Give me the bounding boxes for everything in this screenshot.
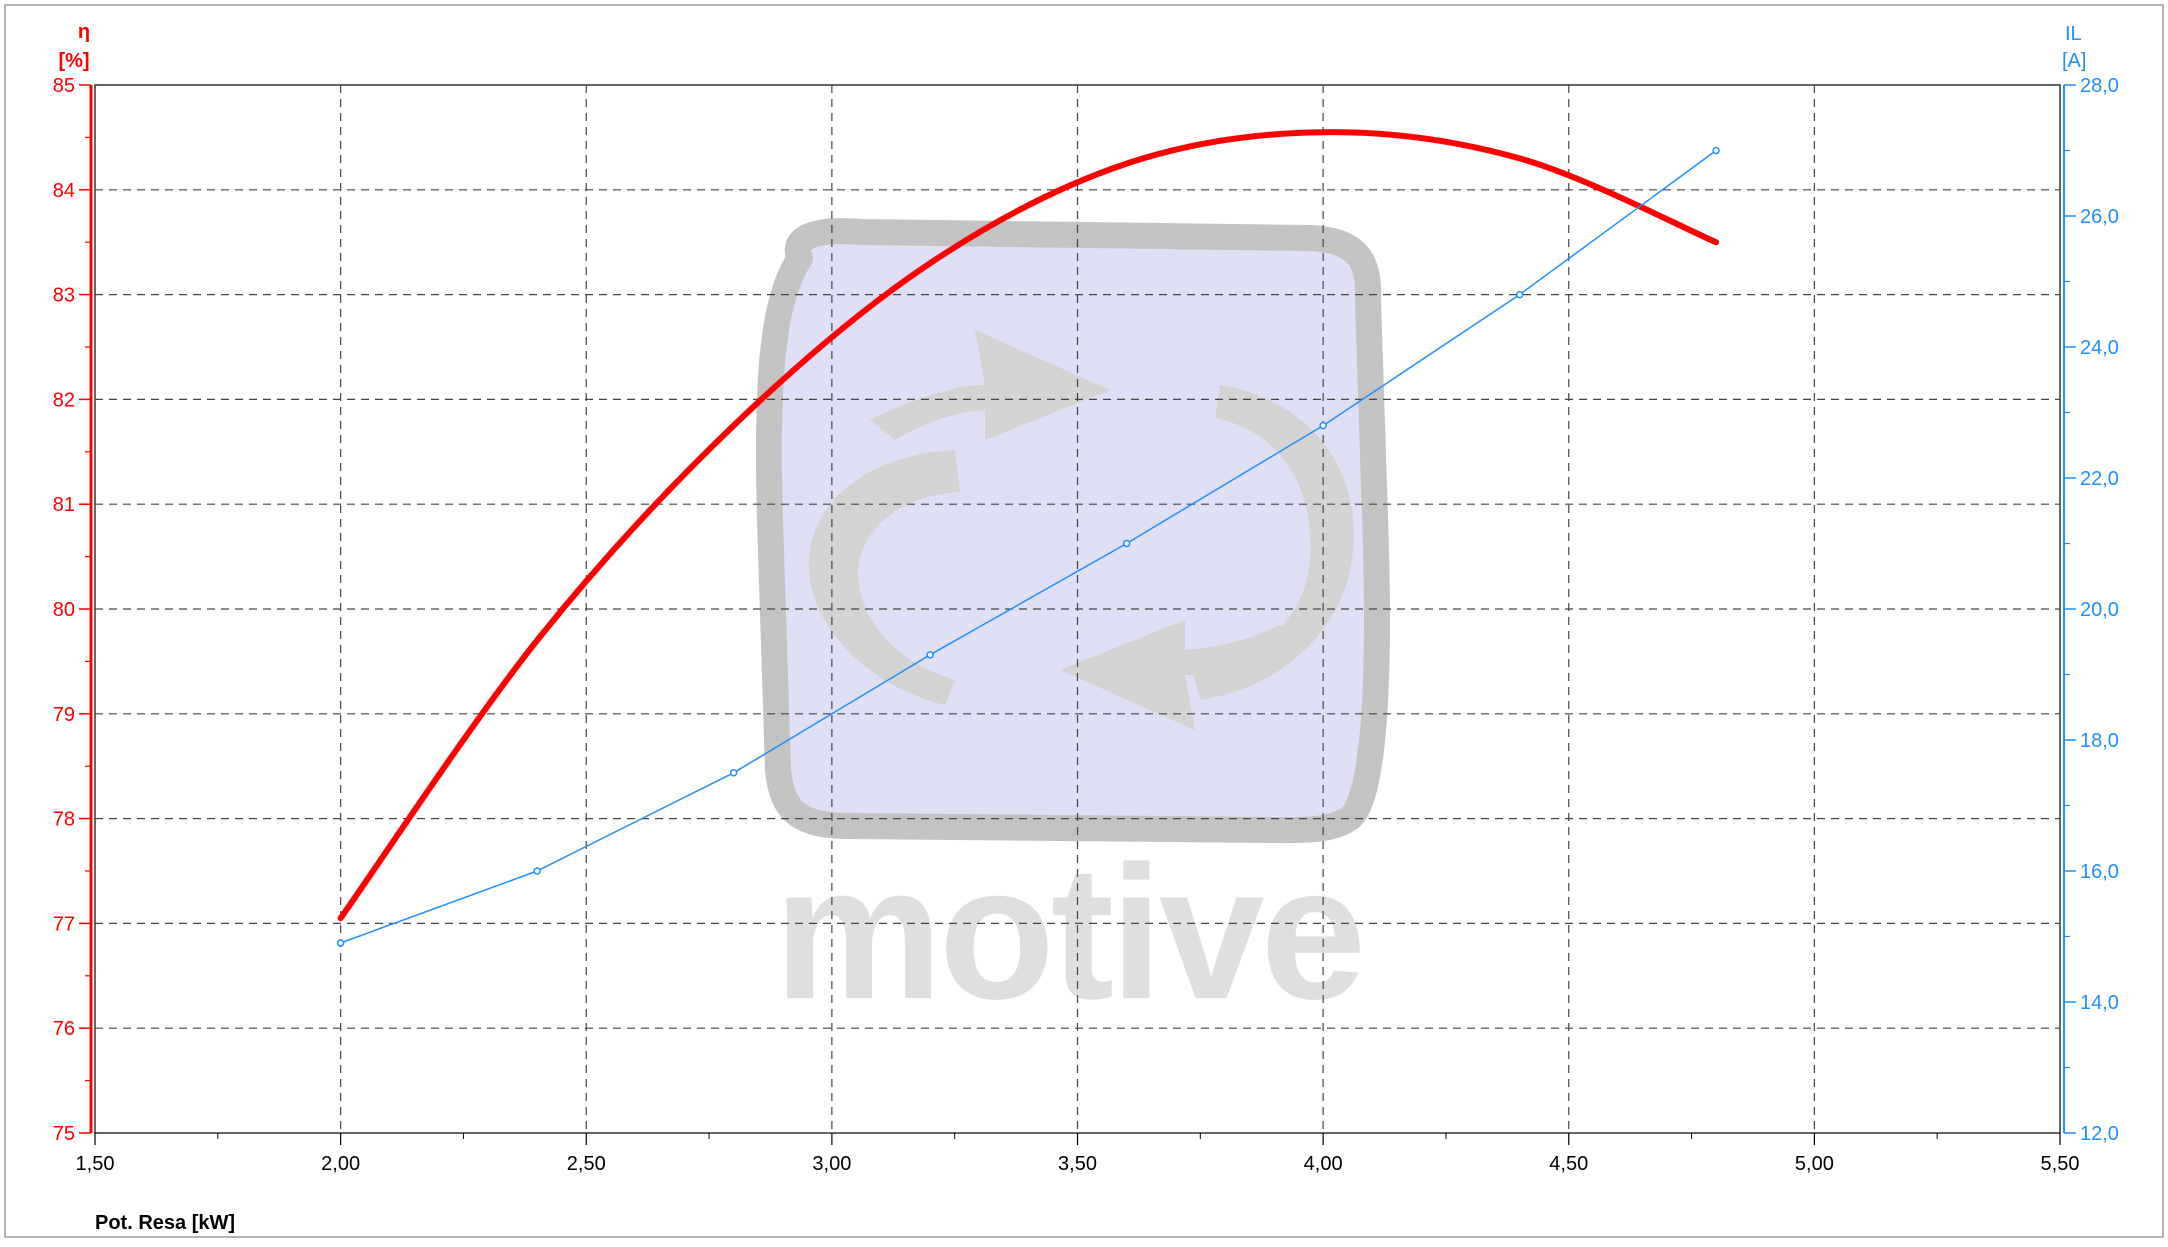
series-current-line <box>340 149 1717 944</box>
right-tick-label: 22,0 <box>2080 468 2119 490</box>
x-tick-label: 3,00 <box>812 1153 851 1175</box>
series-current-point <box>336 939 345 947</box>
series-current-point <box>1319 421 1327 430</box>
grid <box>94 84 2061 1134</box>
right-axis-label: IL <box>2065 23 2082 45</box>
right-tick-label: 16,0 <box>2080 861 2119 883</box>
x-tick-label: 4,50 <box>1549 1153 1588 1175</box>
right-tick-label: 26,0 <box>2080 206 2119 228</box>
left-tick-label: 80 <box>53 599 75 621</box>
right-tick-label: 14,0 <box>2080 992 2119 1014</box>
left-tick-label: 85 <box>53 75 75 97</box>
x-axis-label: Pot. Resa [kW] <box>95 1212 235 1234</box>
right-tick-label: 12,0 <box>2080 1123 2119 1145</box>
motive-logo-watermark: motive <box>755 218 1390 1039</box>
right-tick-label: 18,0 <box>2080 730 2119 752</box>
series-efficiency-line <box>337 129 1720 922</box>
left-axis-unit: [%] <box>58 50 89 72</box>
x-tick-label: 5,50 <box>2041 1153 2080 1175</box>
x-tick-label: 5,00 <box>1795 1153 1834 1175</box>
series-current-point <box>533 867 541 875</box>
left-tick-label: 75 <box>53 1123 75 1145</box>
logo-arc-left <box>808 450 960 705</box>
left-tick-label: 83 <box>53 285 75 307</box>
left-tick-label: 84 <box>53 180 75 202</box>
left-tick-label: 77 <box>53 913 75 935</box>
right-tick-label: 20,0 <box>2080 599 2119 621</box>
left-tick-label: 78 <box>53 809 75 831</box>
x-tick-label: 4,00 <box>1304 1153 1343 1175</box>
logo-arrow-bottom <box>1060 620 1300 730</box>
logo-arrow-top <box>870 330 1110 440</box>
watermark-text: motive <box>774 827 1362 1039</box>
left-axis-label: η <box>78 21 90 43</box>
right-axis-unit: [A] <box>2062 50 2086 72</box>
x-tick-label: 2,00 <box>321 1153 360 1175</box>
left-tick-label: 79 <box>53 704 75 726</box>
series-current-point <box>729 769 738 777</box>
series-current-point <box>1515 290 1524 299</box>
left-tick-label: 76 <box>53 1018 75 1040</box>
left-tick-label: 82 <box>53 389 75 411</box>
axes: 1,50 2,00 2,50 3,00 3,50 4,00 4,50 5,00 5,50 75 76… <box>53 75 2119 1175</box>
series-layer <box>336 129 1720 947</box>
x-tick-label: 1,50 <box>76 1153 115 1175</box>
series-current-point <box>926 651 934 659</box>
left-tick-label: 81 <box>53 494 75 516</box>
x-tick-label: 3,50 <box>1058 1153 1097 1175</box>
series-current-point <box>1122 539 1131 548</box>
right-tick-label: 28,0 <box>2080 75 2119 97</box>
series-current-point <box>1712 146 1720 155</box>
x-tick-label: 2,50 <box>567 1153 606 1175</box>
logo-arc-right <box>1192 385 1354 700</box>
right-tick-label: 24,0 <box>2080 337 2119 359</box>
